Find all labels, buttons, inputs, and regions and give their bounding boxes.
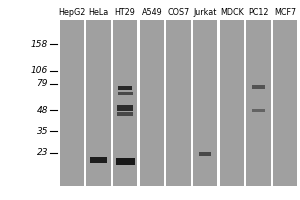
Text: MDCK: MDCK [220, 8, 244, 17]
Text: Jurkat: Jurkat [194, 8, 217, 17]
Text: COS7: COS7 [167, 8, 190, 17]
Text: 35: 35 [37, 127, 48, 136]
Text: 106: 106 [31, 66, 48, 75]
Text: HT29: HT29 [115, 8, 136, 17]
Text: 79: 79 [37, 79, 48, 88]
Text: 23: 23 [37, 148, 48, 157]
Text: A549: A549 [142, 8, 162, 17]
Text: MCF7: MCF7 [274, 8, 296, 17]
Text: HeLa: HeLa [88, 8, 109, 17]
Text: HepG2: HepG2 [58, 8, 86, 17]
Text: PC12: PC12 [248, 8, 269, 17]
Text: 158: 158 [31, 40, 48, 49]
Text: 48: 48 [37, 106, 48, 115]
